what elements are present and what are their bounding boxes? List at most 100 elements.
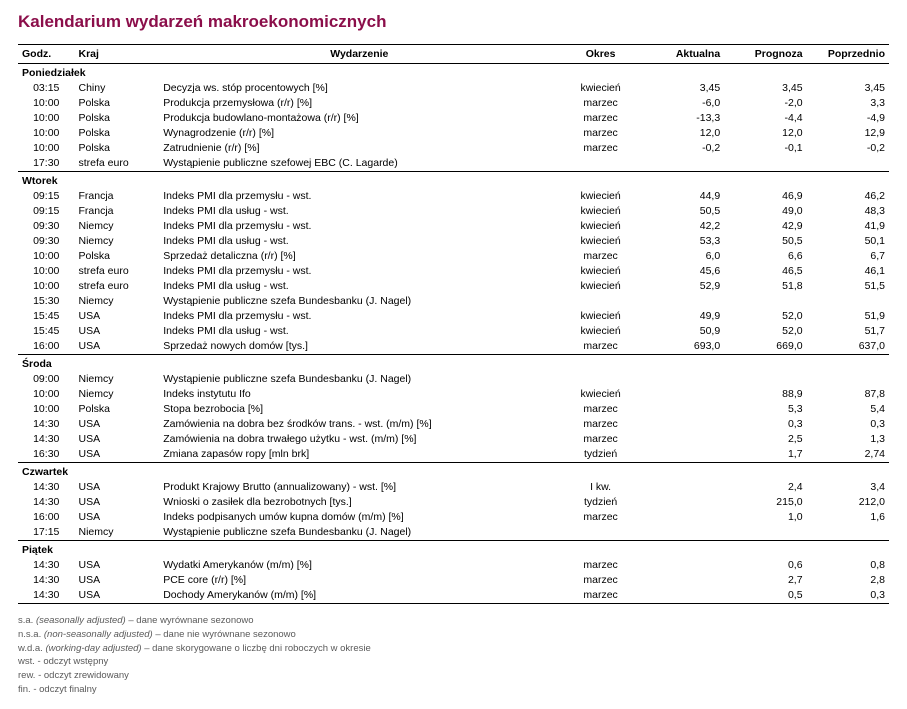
cell-kraj: Polska	[74, 249, 159, 264]
day-name: Wtorek	[18, 172, 889, 189]
cell-evt: Wystąpienie publiczne szefowej EBC (C. L…	[159, 156, 559, 171]
table-row: 14:30USAWnioski o zasiłek dla bezrobotny…	[18, 495, 889, 510]
cell-kraj: Niemcy	[74, 219, 159, 234]
cell-prog: 52,0	[724, 309, 806, 324]
cell-evt: Indeks PMI dla przemysłu - wst.	[159, 264, 559, 279]
cell-pop: 50,1	[807, 234, 889, 249]
cell-pop: 212,0	[807, 495, 889, 510]
page-title: Kalendarium wydarzeń makroekonomicznych	[18, 12, 889, 32]
footnote-line: w.d.a. (working-day adjusted) – dane sko…	[18, 642, 889, 656]
cell-akt: 693,0	[642, 339, 724, 354]
cell-akt: 50,5	[642, 204, 724, 219]
table-row: 10:00PolskaProdukcja przemysłowa (r/r) […	[18, 96, 889, 111]
table-row: 10:00PolskaWynagrodzenie (r/r) [%]marzec…	[18, 126, 889, 141]
cell-prog: 1,7	[724, 447, 806, 462]
cell-pop: 3,3	[807, 96, 889, 111]
cell-pop: 5,4	[807, 402, 889, 417]
cell-prog: 215,0	[724, 495, 806, 510]
cell-prog: 0,6	[724, 558, 806, 573]
cell-akt: 3,45	[642, 81, 724, 96]
table-row: 14:30USAZamówienia na dobra bez środków …	[18, 417, 889, 432]
cell-akt	[642, 573, 724, 588]
cell-pop: 1,6	[807, 510, 889, 525]
cell-prog: 50,5	[724, 234, 806, 249]
cell-pop: 1,3	[807, 432, 889, 447]
cell-okr: kwiecień	[559, 81, 641, 96]
cell-akt	[642, 156, 724, 171]
cell-okr	[559, 372, 641, 387]
table-row: 10:00PolskaZatrudnienie (r/r) [%]marzec-…	[18, 141, 889, 156]
table-row: 16:00USAIndeks podpisanych umów kupna do…	[18, 510, 889, 525]
cell-kraj: Polska	[74, 141, 159, 156]
cell-akt	[642, 447, 724, 462]
cell-pop: 41,9	[807, 219, 889, 234]
cell-godz: 14:30	[18, 588, 74, 603]
table-row: 16:30USAZmiana zapasów ropy [mln brk]tyd…	[18, 447, 889, 462]
cell-prog	[724, 294, 806, 309]
cell-prog: 88,9	[724, 387, 806, 402]
cell-kraj: Niemcy	[74, 234, 159, 249]
cell-kraj: Niemcy	[74, 525, 159, 540]
cell-akt: 42,2	[642, 219, 724, 234]
footnote-rest: – dane nie wyrównane sezonowo	[153, 629, 296, 640]
footnotes: s.a. (seasonally adjusted) – dane wyrówn…	[18, 614, 889, 697]
cell-prog: 0,5	[724, 588, 806, 603]
cell-okr: marzec	[559, 141, 641, 156]
table-row: 17:30strefa euroWystąpienie publiczne sz…	[18, 156, 889, 171]
cell-akt	[642, 387, 724, 402]
day-header: Poniedziałek	[18, 64, 889, 81]
cell-prog: 46,5	[724, 264, 806, 279]
table-row: 10:00strefa euroIndeks PMI dla przemysłu…	[18, 264, 889, 279]
cell-evt: Indeks podpisanych umów kupna domów (m/m…	[159, 510, 559, 525]
cell-akt	[642, 480, 724, 495]
cell-kraj: USA	[74, 588, 159, 603]
cell-akt: 49,9	[642, 309, 724, 324]
day-header: Piątek	[18, 541, 889, 558]
cell-godz: 15:45	[18, 309, 74, 324]
cell-godz: 09:00	[18, 372, 74, 387]
cell-pop	[807, 372, 889, 387]
cell-kraj: Francja	[74, 189, 159, 204]
cell-okr	[559, 294, 641, 309]
cell-prog: 3,45	[724, 81, 806, 96]
cell-okr: kwiecień	[559, 324, 641, 339]
cell-okr	[559, 525, 641, 540]
cell-pop: -0,2	[807, 141, 889, 156]
footnote-line: fin. - odczyt finalny	[18, 683, 889, 697]
cell-kraj: USA	[74, 309, 159, 324]
cell-evt: Decyzja ws. stóp procentowych [%]	[159, 81, 559, 96]
cell-akt: -6,0	[642, 96, 724, 111]
cell-kraj: USA	[74, 510, 159, 525]
table-row: 14:30USAZamówienia na dobra trwałego uży…	[18, 432, 889, 447]
cell-akt	[642, 402, 724, 417]
table-row: 09:15FrancjaIndeks PMI dla usług - wst.k…	[18, 204, 889, 219]
cell-kraj: USA	[74, 573, 159, 588]
cell-akt: 6,0	[642, 249, 724, 264]
col-godz: Godz.	[18, 45, 74, 64]
cell-godz: 10:00	[18, 279, 74, 294]
cell-evt: Indeks PMI dla usług - wst.	[159, 204, 559, 219]
cell-evt: Wydatki Amerykanów (m/m) [%]	[159, 558, 559, 573]
cell-prog: 2,7	[724, 573, 806, 588]
table-row: 15:45USAIndeks PMI dla usług - wst.kwiec…	[18, 324, 889, 339]
cell-godz: 03:15	[18, 81, 74, 96]
cell-okr: marzec	[559, 510, 641, 525]
cell-okr: marzec	[559, 573, 641, 588]
cell-pop: 51,9	[807, 309, 889, 324]
cell-akt	[642, 294, 724, 309]
footnote-rest: – dane skorygowane o liczbę dni roboczyc…	[142, 643, 371, 654]
footnote-abbr: n.s.a.	[18, 629, 41, 640]
cell-evt: Indeks PMI dla usług - wst.	[159, 324, 559, 339]
cell-prog: 42,9	[724, 219, 806, 234]
cell-prog: -0,1	[724, 141, 806, 156]
cell-akt: 12,0	[642, 126, 724, 141]
cell-pop: 2,8	[807, 573, 889, 588]
cell-okr: kwiecień	[559, 234, 641, 249]
cell-kraj: USA	[74, 432, 159, 447]
cell-okr: I kw.	[559, 480, 641, 495]
footnote-abbr: fin.	[18, 684, 31, 695]
footnote-line: rew. - odczyt zrewidowany	[18, 669, 889, 683]
cell-godz: 09:15	[18, 204, 74, 219]
table-row: 09:30NiemcyIndeks PMI dla przemysłu - ws…	[18, 219, 889, 234]
day-name: Piątek	[18, 541, 889, 558]
